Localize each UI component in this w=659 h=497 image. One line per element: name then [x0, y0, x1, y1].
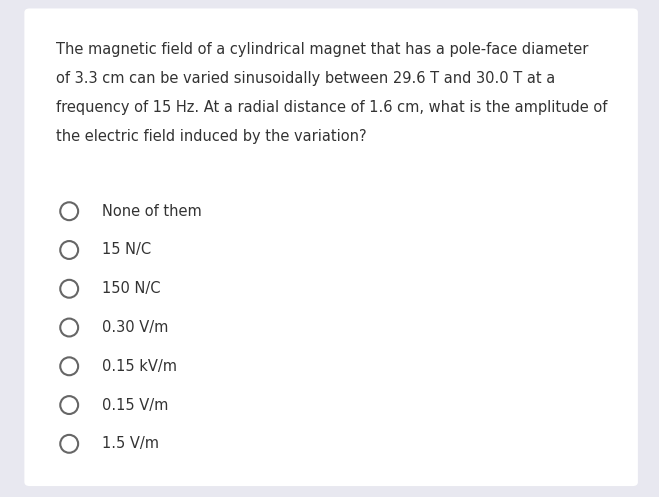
Ellipse shape: [60, 319, 78, 336]
Ellipse shape: [60, 280, 78, 298]
Text: 0.15 kV/m: 0.15 kV/m: [102, 359, 177, 374]
Text: 1.5 V/m: 1.5 V/m: [102, 436, 159, 451]
Ellipse shape: [60, 241, 78, 259]
Ellipse shape: [60, 396, 78, 414]
Ellipse shape: [60, 202, 78, 220]
Text: None of them: None of them: [102, 204, 202, 219]
Text: The magnetic field of a cylindrical magnet that has a pole-face diameter: The magnetic field of a cylindrical magn…: [56, 42, 588, 57]
Text: the electric field induced by the variation?: the electric field induced by the variat…: [56, 129, 366, 144]
Text: 15 N/C: 15 N/C: [102, 243, 152, 257]
Ellipse shape: [60, 435, 78, 453]
Text: 150 N/C: 150 N/C: [102, 281, 161, 296]
Text: frequency of 15 Hz. At a radial distance of 1.6 cm, what is the amplitude of: frequency of 15 Hz. At a radial distance…: [56, 100, 608, 115]
Text: 0.30 V/m: 0.30 V/m: [102, 320, 169, 335]
Ellipse shape: [60, 357, 78, 375]
Text: of 3.3 cm can be varied sinusoidally between 29.6 T and 30.0 T at a: of 3.3 cm can be varied sinusoidally bet…: [56, 71, 556, 86]
Text: 0.15 V/m: 0.15 V/m: [102, 398, 169, 413]
